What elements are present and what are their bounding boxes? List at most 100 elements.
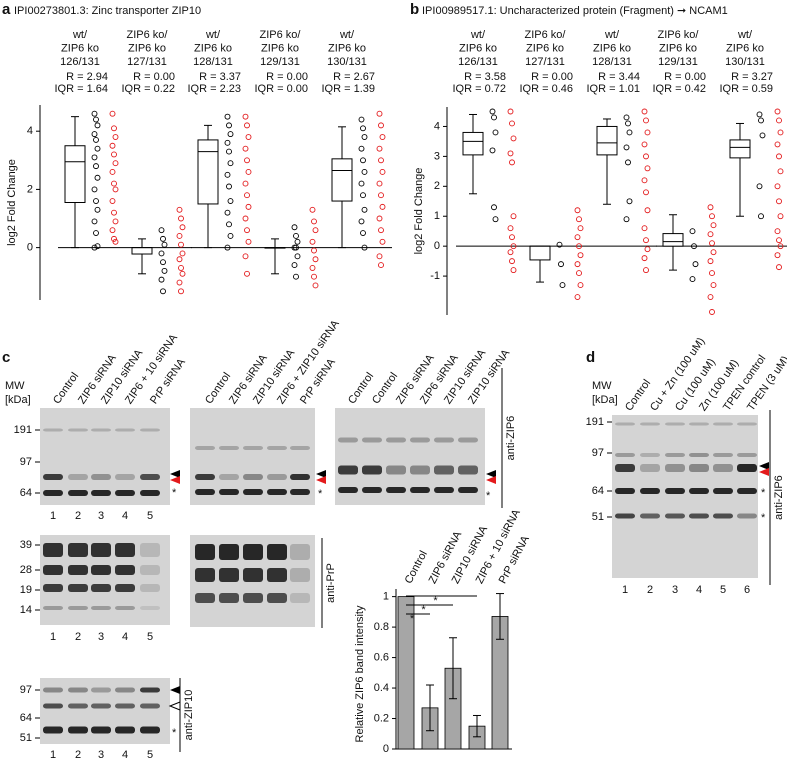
mw-title: MW	[5, 380, 25, 392]
blot-band	[434, 487, 454, 493]
lane-number: 1	[50, 510, 56, 522]
data-point	[245, 134, 252, 140]
group-label: 130/131	[327, 56, 367, 68]
blot	[190, 408, 315, 505]
data-point	[759, 132, 766, 139]
data-point	[293, 273, 299, 280]
panel-letter: a	[2, 1, 11, 18]
lane-number: 6	[744, 584, 750, 596]
group-label: ZIP6 ko/	[260, 29, 302, 41]
blot-band	[458, 437, 478, 443]
blot-band	[434, 465, 454, 475]
data-point	[178, 265, 184, 271]
blot-band	[267, 544, 287, 560]
group-stat: R = 0.00	[133, 71, 175, 83]
group-stat: IQR = 1.64	[54, 83, 108, 95]
lane-number: 3	[98, 510, 104, 522]
y-tick-label: 0.4	[374, 682, 389, 694]
group-label: ZIP6 ko	[128, 42, 166, 54]
group-stat: R = 0.00	[664, 71, 706, 83]
data-point	[94, 243, 101, 250]
data-point	[574, 207, 581, 214]
y-tick-label: 0	[27, 242, 33, 254]
mw-label: 51	[20, 732, 32, 744]
group-label: ZIP6 ko	[328, 42, 366, 54]
data-point	[376, 110, 383, 117]
blot-band	[91, 565, 111, 575]
data-point	[774, 228, 781, 235]
lane-number: 1	[622, 584, 628, 596]
data-point	[109, 168, 116, 175]
group-label: wt/	[339, 29, 355, 41]
data-point	[361, 134, 368, 140]
data-point	[378, 157, 384, 164]
blot-band	[43, 428, 63, 432]
data-point	[625, 159, 631, 166]
blot-band	[68, 687, 88, 693]
data-point	[644, 129, 651, 136]
blot-band	[219, 474, 239, 480]
data-point	[776, 237, 782, 244]
data-point	[294, 238, 301, 245]
data-point	[510, 243, 517, 250]
data-point	[226, 148, 232, 155]
blot-band	[140, 428, 160, 432]
blot-band	[434, 437, 454, 443]
group-stat: R = 0.00	[266, 71, 308, 83]
data-point	[293, 244, 299, 251]
data-point	[112, 134, 119, 140]
antibody-label: anti-ZIP6	[505, 416, 517, 461]
lane-number: 5	[147, 510, 153, 522]
data-point	[379, 238, 386, 245]
blot-band	[43, 606, 63, 610]
data-point	[94, 122, 101, 129]
blot-band	[43, 543, 63, 557]
blot-band	[267, 446, 287, 450]
y-axis-label: log2 Fold Change	[413, 168, 425, 255]
group-stat: R = 2.94	[66, 71, 108, 83]
data-point	[179, 224, 186, 231]
data-point	[176, 279, 183, 286]
blot-band	[195, 544, 215, 560]
lane-number: 5	[147, 749, 153, 761]
data-point	[111, 151, 117, 158]
blot-band	[115, 474, 135, 480]
arrowhead	[170, 476, 180, 484]
antibody-label: anti-ZIP6	[773, 475, 785, 520]
data-point	[158, 276, 165, 283]
blot-band	[386, 487, 406, 493]
data-point	[644, 207, 651, 214]
blot-band	[68, 726, 88, 734]
blot-band	[140, 687, 160, 693]
data-point	[574, 234, 581, 241]
blot-band	[219, 593, 239, 603]
blot-band	[115, 726, 135, 734]
blot-band	[43, 490, 63, 496]
data-point	[112, 186, 119, 193]
blot-band	[140, 543, 160, 557]
data-point	[691, 243, 697, 250]
mw-label: 19	[20, 584, 32, 596]
band-marker: *	[761, 487, 766, 499]
blot-band	[410, 437, 430, 443]
blot-band	[665, 422, 685, 426]
blot-band	[43, 687, 63, 693]
blot-band	[243, 593, 263, 603]
blot-band	[219, 489, 239, 495]
blot-band	[689, 422, 709, 426]
data-point	[311, 273, 317, 280]
data-point	[360, 230, 366, 237]
data-point	[91, 110, 98, 117]
panel-title: IPI00989517.1: Uncharacterized protein (…	[422, 5, 728, 17]
data-point	[312, 256, 319, 263]
y-tick-label: 0	[383, 743, 389, 755]
data-point	[176, 256, 183, 263]
data-point	[160, 259, 166, 266]
data-point	[644, 246, 651, 253]
blot-band	[68, 490, 88, 496]
mw-label: 64	[20, 487, 32, 499]
data-point	[641, 108, 648, 115]
blot-band	[91, 584, 111, 592]
data-point	[756, 183, 763, 190]
